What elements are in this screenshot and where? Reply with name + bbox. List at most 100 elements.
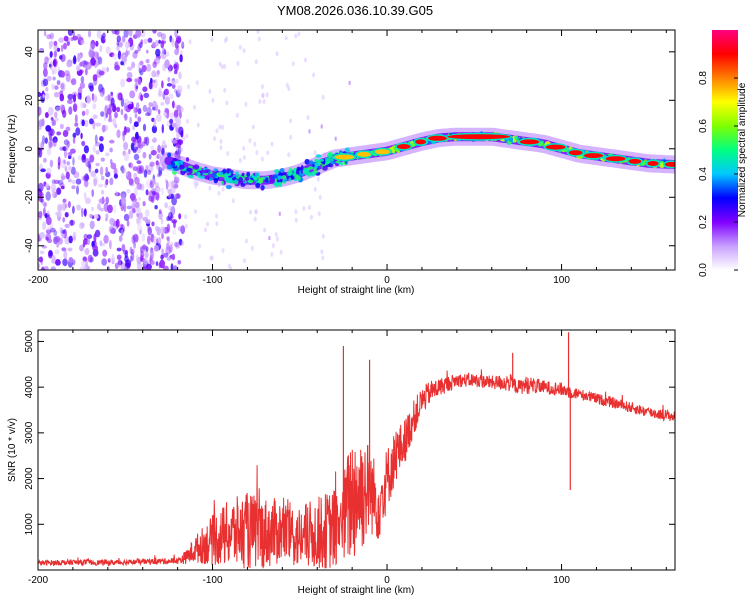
spectrogram-noise-dot bbox=[131, 61, 136, 69]
spectrogram-noise-dot bbox=[75, 127, 81, 136]
spectrogram-noise-dot bbox=[59, 104, 65, 111]
spectrogram-noise-dot bbox=[168, 193, 171, 199]
spectrogram-ridge-dot bbox=[327, 152, 334, 157]
spectrogram-noise-dot bbox=[54, 85, 59, 90]
spectrogram-noise-dot bbox=[171, 253, 176, 261]
spectrogram-ridge-dot bbox=[245, 176, 250, 181]
spectrogram-noise-dot bbox=[223, 64, 227, 69]
spectrogram-noise-dot bbox=[242, 155, 246, 160]
spectrogram-noise-dot bbox=[223, 87, 227, 93]
spectrogram-noise-dot bbox=[98, 83, 104, 93]
spectrogram-noise-dot bbox=[161, 80, 164, 89]
snr-xlabel: Height of straight line (km) bbox=[298, 585, 415, 596]
spectrogram-noise-dot bbox=[46, 34, 52, 40]
spectrogram-noise-dot bbox=[79, 82, 85, 89]
spectrogram-noise-dot bbox=[244, 101, 248, 107]
spectrogram-noise-dot bbox=[88, 49, 93, 58]
spectrogram-noise-dot bbox=[137, 107, 142, 115]
spectrogram-ridge-dot bbox=[213, 168, 219, 172]
spectrogram-noise-dot bbox=[73, 171, 80, 179]
spectrogram-noise-dot bbox=[83, 233, 89, 241]
spectrogram-noise-dot bbox=[60, 159, 67, 169]
spectrogram-noise-dot bbox=[56, 47, 61, 52]
spectrogram-noise-dot bbox=[179, 50, 183, 56]
spectrogram-noise-dot bbox=[63, 159, 66, 164]
spectrogram-noise-dot bbox=[112, 117, 117, 126]
spectrogram-noise-dot bbox=[128, 148, 131, 155]
spectrogram-noise-dot bbox=[85, 67, 88, 76]
spectrogram-noise-dot bbox=[67, 30, 73, 36]
spectrogram-noise-dot bbox=[105, 166, 108, 174]
spectrogram-noise-dot bbox=[154, 40, 159, 47]
snr-axes: -200 -100 0 100 1000 2000 3000 4000 5000 bbox=[24, 330, 675, 586]
spectrogram-noise-dot bbox=[110, 227, 115, 234]
spectrogram-noise-dot bbox=[59, 93, 65, 102]
spectrogram-noise-dot bbox=[147, 235, 151, 245]
spectrogram-noise-dot bbox=[68, 235, 73, 244]
spectrogram-noise-dot bbox=[128, 162, 131, 168]
spectrogram-noise-dot bbox=[120, 53, 126, 63]
spectrogram-noise-dot bbox=[321, 94, 325, 100]
spectrogram-noise-dot bbox=[38, 106, 42, 116]
spectrogram-noise-dot bbox=[160, 226, 166, 235]
spectrogram-noise-dot bbox=[156, 70, 160, 75]
spectrogram-noise-dot bbox=[184, 214, 188, 220]
spectrogram-noise-dot bbox=[166, 223, 171, 233]
spectrogram-noise-dot bbox=[83, 145, 89, 154]
spectrogram-noise-dot bbox=[89, 118, 94, 125]
spectrogram-noise-dot bbox=[72, 35, 79, 41]
spectrogram-noise-dot bbox=[225, 100, 229, 106]
spectrogram-noise-dot bbox=[321, 233, 325, 239]
spectrogram-noise-dot bbox=[61, 229, 66, 234]
spectrogram-ridge-dot bbox=[278, 181, 282, 187]
spectrogram-noise-dot bbox=[72, 103, 78, 113]
spectrogram-noise-dot bbox=[169, 112, 175, 119]
spectrogram-noise-dot bbox=[53, 179, 60, 184]
spectrogram-noise-dot bbox=[160, 33, 167, 41]
spectrogram-noise-dot bbox=[151, 79, 156, 84]
spectrogram-noise-dot bbox=[164, 202, 169, 209]
spectrogram-noise-dot bbox=[255, 150, 259, 156]
spectrogram-noise-dot bbox=[140, 94, 144, 102]
spectrogram-noise-dot bbox=[178, 213, 182, 220]
spectrogram-noise-dot bbox=[120, 108, 124, 116]
spectrogram-noise-dot bbox=[50, 266, 56, 270]
spectrogram-noise-dot bbox=[95, 40, 99, 47]
spectrogram-noise-dot bbox=[55, 259, 61, 266]
spectrogram-ridge-dot bbox=[313, 170, 319, 174]
spectrogram-ridge-dot bbox=[171, 171, 177, 175]
spectrogram-noise-dot bbox=[133, 146, 139, 151]
spectrogram-noise-dot bbox=[158, 169, 163, 177]
spectrogram-noise-dot bbox=[105, 196, 109, 205]
spectrogram-noise-dot bbox=[59, 226, 63, 233]
spectrogram-noise-dot bbox=[110, 97, 115, 107]
spectrogram-noise-dot bbox=[38, 124, 42, 131]
spectrogram-ridge-dot bbox=[269, 178, 275, 184]
spectrogram-noise-dot bbox=[64, 203, 68, 209]
spectrogram-noise-dot bbox=[177, 139, 184, 145]
spectrogram-noise-dot bbox=[51, 83, 55, 91]
spectrogram-noise-dot bbox=[152, 236, 158, 245]
spectrogram-ridge-dot bbox=[308, 166, 314, 170]
spectrogram-noise-dot bbox=[98, 198, 104, 203]
spectrogram-noise-dot bbox=[254, 209, 258, 215]
spectrogram-noise-dot bbox=[139, 60, 144, 66]
spectrogram-noise-dot bbox=[122, 54, 128, 65]
spectrogram-noise-dot bbox=[210, 255, 214, 261]
spectrogram-noise-dot bbox=[143, 38, 148, 45]
spectrogram-noise-dot bbox=[59, 182, 65, 188]
spectrogram-ridge-dot bbox=[277, 175, 281, 181]
spectrogram-noise-dot bbox=[68, 151, 73, 156]
spectrogram-noise-dot bbox=[154, 73, 160, 78]
snr-frame bbox=[37, 329, 676, 571]
spectrogram-noise-dot bbox=[132, 166, 138, 172]
spectrogram-noise-dot bbox=[145, 189, 149, 196]
spectrogram-noise-dot bbox=[89, 220, 95, 230]
spectrogram-noise-dot bbox=[53, 44, 59, 51]
spectrogram-noise-dot bbox=[102, 249, 108, 257]
spectrogram-noise-dot bbox=[54, 235, 61, 243]
spectrogram-noise-dot bbox=[164, 96, 170, 105]
spectrogram-noise-dot bbox=[235, 112, 239, 118]
spectrogram-noise-dot bbox=[196, 122, 200, 128]
spectrogram-noise-dot bbox=[76, 204, 81, 211]
